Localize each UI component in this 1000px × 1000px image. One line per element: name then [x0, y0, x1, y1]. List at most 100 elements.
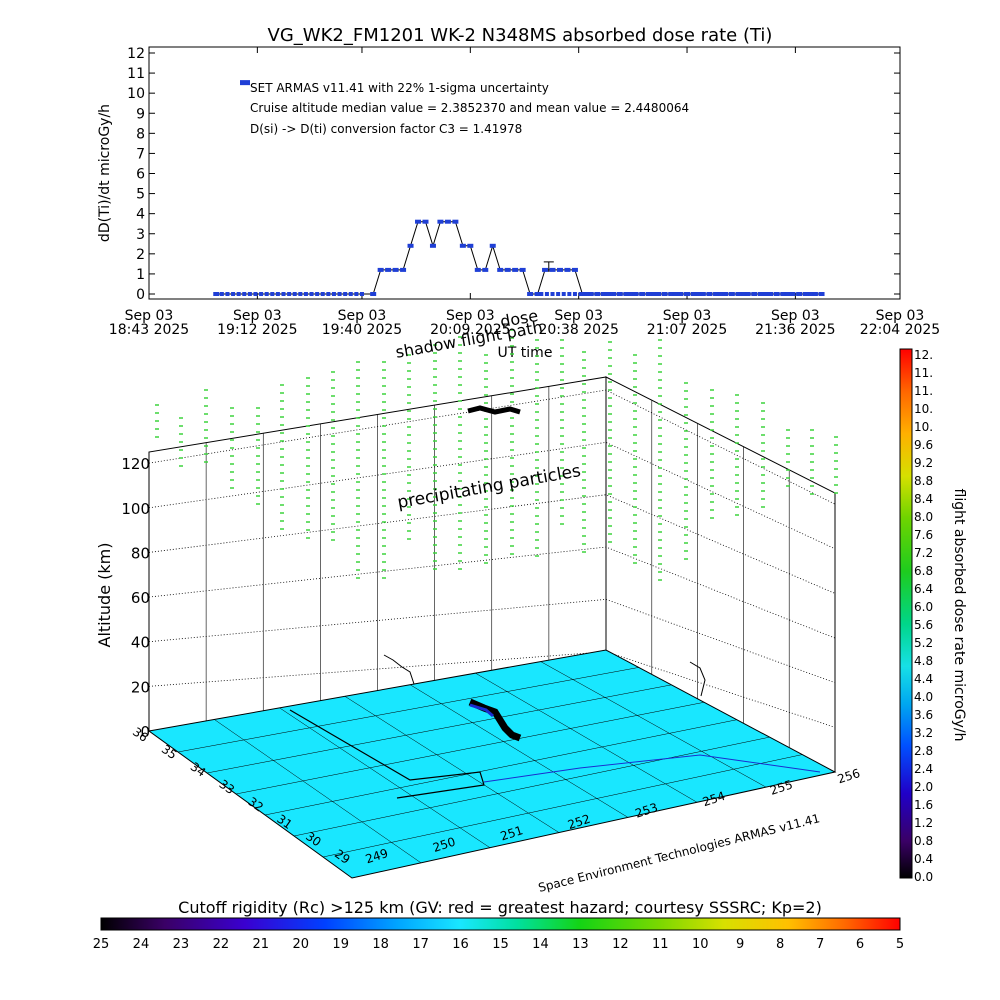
dose-zero-point: [791, 292, 796, 296]
top-x-axis-label: UT time: [498, 345, 553, 361]
longitude-tick-label: 250: [431, 835, 457, 855]
dose-zero-point: [275, 292, 280, 296]
border-line: [289, 709, 485, 799]
top-x-tick-label-time: 21:36 2025: [755, 322, 835, 338]
longitude-tick-label: 252: [566, 812, 592, 832]
dose-zero-point: [572, 292, 577, 296]
top-x-tick-label-time: 20:38 2025: [538, 322, 618, 338]
dose-zero-point: [746, 292, 751, 296]
top-x-tick-label-date: Sep 03: [446, 308, 495, 324]
floor-grid-line: [344, 696, 560, 833]
dose-zero-point: [303, 292, 308, 296]
altitude-ticks: 0 20 40 60 80 100 120: [121, 455, 150, 741]
dose-data-point: [549, 267, 556, 272]
dose-colorbar: 12. 11. 11. 10. 10. 9.6 9.2 8.8 8.4 8.0 7.6 7.2 6.8 6…: [899, 348, 967, 884]
floor-grid-line: [410, 684, 629, 818]
dose-data-point: [400, 267, 407, 272]
dose-data-point: [415, 219, 422, 224]
floor-grid-line: [475, 672, 698, 803]
dose-zero-point: [281, 292, 286, 296]
dose-zero-point: [662, 292, 667, 296]
dose-zero-point: [544, 292, 549, 296]
flight-track-dose: [469, 703, 494, 718]
dose-data-point: [497, 267, 504, 272]
dose-data-point: [452, 219, 459, 224]
altitude-tick-label: 60: [131, 589, 150, 607]
rigidity-tick-label: 15: [492, 937, 509, 952]
longitude-tick-label: 251: [499, 823, 525, 843]
dose-zero-point: [657, 292, 662, 296]
rigidity-tick-label: 9: [736, 937, 744, 952]
dose-zero-point: [741, 292, 746, 296]
dose-zero-point: [752, 292, 757, 296]
dose-zero-point: [292, 292, 297, 296]
dose-zero-point: [354, 292, 359, 296]
floor-grid-line: [264, 719, 737, 816]
dose-zero-point: [813, 292, 818, 296]
dose-zero-point: [673, 292, 678, 296]
dose-zero-point: [763, 292, 768, 296]
track-projection-right: [689, 661, 706, 697]
dose-colorbar-ticks: 12. 11. 11. 10. 10. 9.6 9.2 8.8 8.4 8.0 7.6 7.2 6.8 6…: [914, 348, 933, 884]
dose-zero-point: [679, 292, 684, 296]
dose-zero-point: [214, 292, 219, 296]
longitude-ticks: 249 250 251 252 253 254 255 256: [364, 766, 862, 866]
dose-zero-point: [713, 292, 718, 296]
dose-colorbar-tick-label: 9.2: [914, 456, 933, 470]
dose-data-point: [370, 292, 377, 296]
rigidity-tick-label: 13: [572, 937, 589, 952]
dose-data-point: [519, 267, 526, 272]
rigidity-colorbar: Cutoff rigidity (Rc) >125 km (GV: red = …: [93, 898, 904, 952]
longitude-tick-label: 254: [701, 789, 727, 809]
dose-zero-point: [819, 292, 824, 296]
dose-zero-point: [808, 292, 813, 296]
top-x-tick-label-time: 20:09 2025: [430, 322, 510, 338]
dose-zero-point: [623, 292, 628, 296]
dose-zero-point: [219, 292, 224, 296]
dose-zero-point: [802, 292, 807, 296]
dose-zero-point: [343, 292, 348, 296]
altitude-gridline: [148, 598, 836, 684]
floor-grid-line: [540, 661, 767, 788]
dose-colorbar-tick-label: 4.8: [914, 654, 933, 668]
dose-zero-point: [567, 292, 572, 296]
top-y-tick-label: 1: [136, 267, 145, 283]
dose-data-point: [504, 267, 511, 272]
legend-marker: [240, 80, 250, 86]
dose-zero-point: [550, 292, 555, 296]
top-x-tick-label-time: 19:40 2025: [322, 322, 402, 338]
top-y-tick-label: 7: [136, 146, 145, 162]
dose-data-point: [482, 267, 489, 272]
top-y-tick-label: 4: [136, 207, 145, 223]
dose-zero-point: [735, 292, 740, 296]
top-x-tick-label-date: Sep 03: [125, 308, 174, 324]
dose-zero-point: [225, 292, 230, 296]
border-line-blue: [483, 754, 821, 783]
dose-zero-point: [707, 292, 712, 296]
dose-colorbar-tick-label: 6.0: [914, 600, 933, 614]
dose-zero-point: [337, 292, 342, 296]
top-y-tick-label: 5: [136, 187, 145, 203]
floor-grid-line: [177, 667, 639, 753]
dose-data-point: [377, 267, 384, 272]
dose-colorbar-tick-label: 8.4: [914, 492, 933, 506]
rigidity-tick-label: 20: [292, 937, 309, 952]
dose-data-point: [564, 267, 571, 272]
top-x-tick-label-time: 18:43 2025: [109, 322, 189, 338]
longitude-tick-label: 249: [364, 846, 390, 866]
dose-zero-point: [242, 292, 247, 296]
dose-colorbar-tick-label: 10.: [914, 420, 933, 434]
dose-zero-point: [729, 292, 734, 296]
rigidity-tick-label: 8: [776, 937, 784, 952]
dose-zero-point: [595, 292, 600, 296]
rigidity-tick-label: 17: [412, 937, 429, 952]
top-x-tick-label-time: 21:07 2025: [647, 322, 727, 338]
dose-data-point: [407, 243, 414, 248]
dose-zero-point: [701, 292, 706, 296]
rigidity-tick-label: 11: [652, 937, 669, 952]
dose-series: [213, 80, 825, 296]
rigidity-colorbar-ticks: 25 24 23 22 21 20 19 18 17 16 15 14 13 12 11 10 9 8 7 6 5: [93, 937, 904, 952]
